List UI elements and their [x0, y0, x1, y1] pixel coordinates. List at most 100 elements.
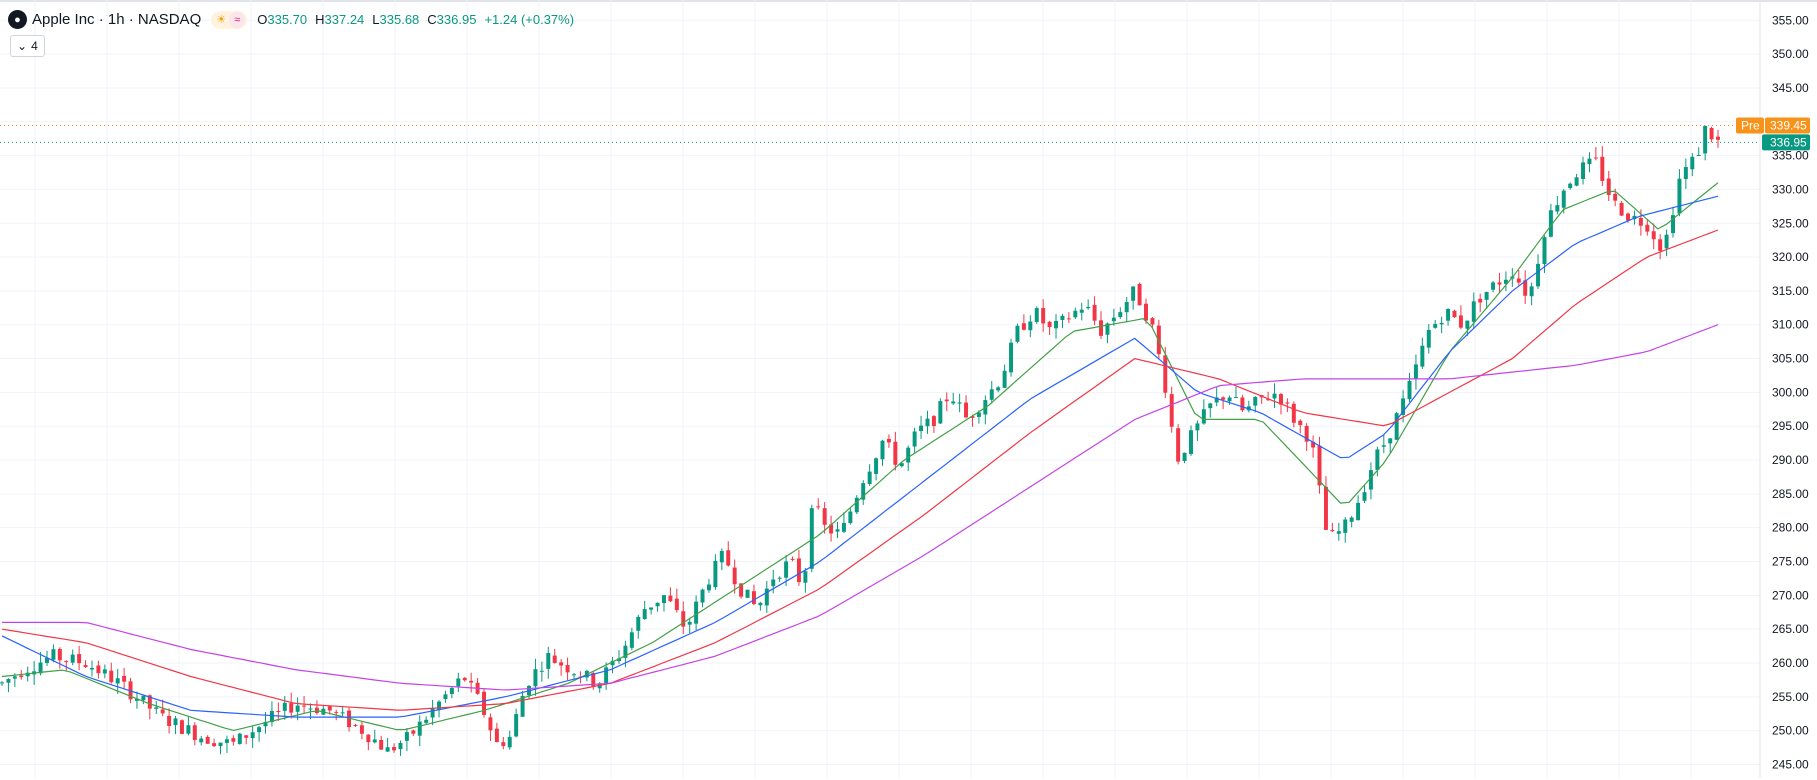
- candle-body: [134, 698, 139, 701]
- candle-body: [1632, 215, 1637, 220]
- candle-body: [482, 691, 487, 715]
- candle-body: [83, 665, 88, 668]
- candle-body: [392, 747, 397, 751]
- candle-body: [269, 710, 274, 723]
- candle-body: [302, 705, 307, 707]
- candle-body: [205, 736, 210, 744]
- candle-body: [456, 678, 461, 687]
- candle-body: [1626, 213, 1631, 221]
- candle-body: [880, 440, 885, 460]
- candle-body: [1497, 282, 1502, 285]
- candle-body: [1266, 399, 1271, 401]
- candle-body: [1317, 445, 1322, 486]
- candle-body: [713, 560, 718, 588]
- candle-body: [912, 431, 917, 447]
- wave-icon: ≈: [229, 11, 246, 28]
- candle-body: [45, 657, 49, 663]
- candle-body: [674, 598, 679, 611]
- candle-body: [462, 677, 467, 681]
- candle-body: [1034, 308, 1039, 322]
- candle-body: [77, 654, 82, 664]
- candle-body: [906, 447, 911, 463]
- candle-body: [1536, 263, 1541, 287]
- candle-body: [629, 632, 634, 648]
- candle-body: [1638, 217, 1643, 226]
- candle-body: [546, 652, 551, 669]
- candle-body: [1671, 215, 1675, 234]
- candle-body: [1651, 231, 1656, 240]
- candle-body: [726, 550, 731, 566]
- candle-body: [334, 712, 339, 714]
- open-value: O335.70: [257, 12, 308, 27]
- candle-body: [559, 662, 564, 666]
- price-axis-label: 280.00: [1772, 521, 1809, 535]
- session-badge[interactable]: ☀ ≈: [211, 10, 248, 29]
- candle-body: [1716, 136, 1720, 140]
- candle-body: [1105, 323, 1110, 335]
- candle-body: [1600, 156, 1605, 181]
- candle-body: [1343, 519, 1348, 533]
- symbol-title[interactable]: Apple Inc · 1h · NASDAQ: [32, 11, 202, 28]
- candle-body: [340, 712, 345, 714]
- candle-body: [1099, 320, 1103, 336]
- high-value: H337.24: [315, 12, 365, 27]
- candle-body: [244, 735, 249, 738]
- candle-body: [1047, 321, 1052, 328]
- candle-body: [1677, 178, 1682, 214]
- price-axis-label: 300.00: [1772, 385, 1809, 399]
- candle-body: [1233, 397, 1238, 399]
- candle-body: [353, 724, 358, 726]
- candle-body: [1111, 317, 1116, 322]
- price-axis-label: 285.00: [1772, 487, 1809, 501]
- price-axis-label: 305.00: [1772, 352, 1809, 366]
- candle-body: [957, 402, 962, 404]
- candle-body: [96, 665, 101, 674]
- candle-body: [115, 678, 120, 684]
- candle-body: [1696, 154, 1701, 156]
- price-axis-label: 275.00: [1772, 555, 1809, 569]
- candle-body: [1118, 312, 1123, 318]
- candle-body: [1542, 237, 1547, 264]
- candle-body: [1176, 428, 1181, 462]
- moving-average-red: [1, 229, 1719, 711]
- candle-body: [1227, 397, 1232, 402]
- candle-body: [520, 695, 525, 717]
- candle-body: [1278, 394, 1283, 405]
- candle-body: [276, 711, 281, 713]
- price-axis-label: 325.00: [1772, 216, 1809, 230]
- candle-body: [706, 584, 711, 591]
- candle-body: [160, 709, 165, 714]
- candle-body: [739, 583, 744, 597]
- candle-body: [893, 441, 898, 465]
- candle-body: [1555, 205, 1560, 212]
- candle-body: [552, 655, 557, 663]
- candle-body: [1304, 425, 1309, 442]
- candle-body: [1516, 278, 1521, 283]
- candle-body: [1574, 177, 1579, 186]
- indicators-collapse-button[interactable]: ⌄ 4: [10, 35, 45, 57]
- candle-body: [1465, 320, 1470, 329]
- candle-body: [1144, 303, 1148, 321]
- candle-body: [1124, 302, 1129, 313]
- change-value: +1.24 (+0.37%): [484, 12, 575, 27]
- candle-body: [411, 730, 416, 734]
- candle-body: [1086, 306, 1091, 309]
- price-axis-label: 295.00: [1772, 419, 1809, 433]
- candle-body: [295, 705, 300, 712]
- candle-body: [1060, 315, 1065, 321]
- candle-body: [282, 702, 287, 711]
- candle-body: [192, 725, 197, 740]
- candle-body: [1581, 162, 1586, 179]
- candle-body: [565, 665, 570, 673]
- candle-body: [938, 401, 943, 424]
- candle-body: [617, 658, 621, 662]
- last-price-tag: [1762, 134, 1810, 151]
- candle-body: [681, 611, 686, 627]
- candle-body: [886, 438, 891, 443]
- candle-body: [777, 577, 782, 579]
- candle-body: [6, 679, 11, 683]
- candle-body: [1568, 183, 1573, 189]
- premarket-tag: [1736, 117, 1764, 134]
